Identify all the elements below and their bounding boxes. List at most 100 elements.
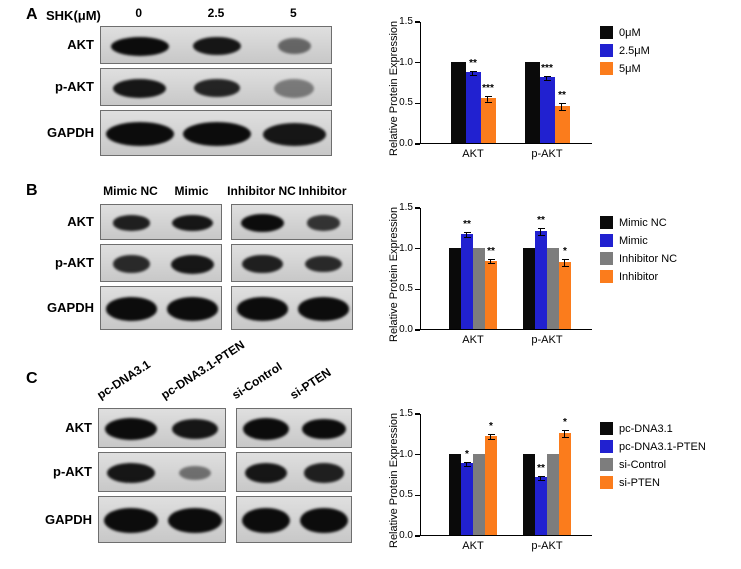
blot-box xyxy=(100,26,332,64)
protein-band xyxy=(242,254,283,274)
legend-item: Mimic xyxy=(600,234,677,247)
bar-p-AKT-2.5μM xyxy=(539,77,555,143)
legend-label: Inhibitor xyxy=(619,270,659,283)
blot-box xyxy=(100,244,222,282)
orange-swatch-icon xyxy=(600,476,613,489)
lane-label: Inhibitor xyxy=(298,184,347,198)
bar-p-AKT-Mimic NC xyxy=(523,247,535,329)
chart-C: Relative Protein Expression 0.0 0.5 1.0 1.5 *… xyxy=(374,358,741,569)
significance-label: * xyxy=(489,420,493,432)
y-tick-mark xyxy=(414,288,420,291)
protein-band xyxy=(306,215,341,231)
blot-box xyxy=(100,204,222,240)
bar-AKT-Inhibitor xyxy=(485,260,497,329)
bar-AKT-pc-DNA3.1-PTEN xyxy=(461,463,473,535)
protein-band xyxy=(113,78,166,98)
protein-band xyxy=(303,463,345,483)
significance-label: ** xyxy=(469,57,477,69)
legend-label: pc-DNA3.1-PTEN xyxy=(619,440,706,453)
protein-band xyxy=(113,255,150,273)
y-tick-mark xyxy=(414,143,420,145)
blot-row-label: AKT xyxy=(67,214,94,229)
plot-area: 0.0 0.5 1.0 1.5 * * AKT ** * p-AKT xyxy=(399,408,592,552)
y-tick-label: 0.5 xyxy=(399,283,413,295)
protein-band xyxy=(193,79,241,97)
black-swatch-icon xyxy=(600,216,613,229)
blot-box xyxy=(231,204,353,240)
error-bar xyxy=(487,433,495,441)
error-bar xyxy=(487,259,495,265)
blot-box xyxy=(231,286,353,330)
error-bar xyxy=(537,475,545,481)
blot-row-label: AKT xyxy=(65,420,92,435)
legend-item: Inhibitor NC xyxy=(600,252,677,265)
legend-item: 5μM xyxy=(600,62,650,75)
y-axis-label: Relative Protein Expression xyxy=(388,412,400,548)
error-bar xyxy=(558,102,566,111)
y-tick-label: 1.0 xyxy=(399,242,413,254)
y-tick-label: 0.0 xyxy=(399,138,413,149)
error-bar xyxy=(469,70,477,76)
legend-item: pc-DNA3.1-PTEN xyxy=(600,440,706,453)
legend-label: pc-DNA3.1 xyxy=(619,422,673,435)
legend-label: Mimic NC xyxy=(619,216,667,229)
blue-swatch-icon xyxy=(600,234,613,247)
bar-p-AKT-si-PTEN xyxy=(559,433,571,535)
black-swatch-icon xyxy=(600,422,613,435)
plot-area: 0.0 0.5 1.0 1.5 ** ** AKT ** * p-AKT xyxy=(399,202,592,346)
protein-band xyxy=(103,507,159,534)
error-bar xyxy=(543,75,551,81)
legend-item: pc-DNA3.1 xyxy=(600,422,706,435)
chart-B: Relative Protein Expression 0.0 0.5 1.0 1.5 *… xyxy=(374,172,741,358)
blot-box xyxy=(98,408,226,448)
bar-p-AKT-Inhibitor NC xyxy=(547,247,559,329)
protein-band xyxy=(182,122,252,146)
blot-box xyxy=(100,110,332,156)
bar-AKT-0μM xyxy=(450,61,466,143)
gray-swatch-icon xyxy=(600,458,613,471)
protein-band xyxy=(240,214,285,232)
chart-A: Relative Protein Expression 0.0 0.5 1.0 1.5 *… xyxy=(374,0,741,172)
blue-swatch-icon xyxy=(600,44,613,57)
protein-band xyxy=(105,297,158,321)
black-swatch-icon xyxy=(600,26,613,39)
panel-letter-B: B xyxy=(26,182,38,199)
legend-item: si-PTEN xyxy=(600,476,706,489)
bar-AKT-Mimic xyxy=(461,233,473,329)
protein-band xyxy=(193,36,241,56)
lane-label: si-Control xyxy=(229,359,285,402)
orange-swatch-icon xyxy=(600,62,613,75)
error-bar xyxy=(561,430,569,439)
legend: Mimic NC Mimic Inhibitor NC Inhibitor xyxy=(600,216,677,288)
legend-item: Inhibitor xyxy=(600,270,677,283)
x-category-label: p-AKT xyxy=(531,148,563,160)
protein-band xyxy=(243,418,289,440)
blot-box xyxy=(100,68,332,106)
bar-AKT-Mimic NC xyxy=(449,247,461,329)
protein-band xyxy=(297,297,350,321)
protein-band xyxy=(245,463,287,483)
lane-label: pc-DNA3.1 xyxy=(94,357,153,402)
bar-p-AKT-0μM xyxy=(524,61,540,143)
protein-band xyxy=(171,419,219,439)
y-tick-label: 1.5 xyxy=(399,408,413,419)
bar-AKT-si-PTEN xyxy=(485,435,497,535)
legend-item: si-Control xyxy=(600,458,706,471)
legend: pc-DNA3.1 pc-DNA3.1-PTEN si-Control si-PTEN xyxy=(600,422,706,494)
y-tick-mark xyxy=(414,21,420,23)
x-category-label: p-AKT xyxy=(531,334,563,346)
protein-band xyxy=(300,507,348,534)
blot-box xyxy=(231,244,353,282)
legend-label: 2.5μM xyxy=(619,44,650,57)
panel-letter-C: C xyxy=(26,370,38,387)
legend-item: 0μM xyxy=(600,26,650,39)
bar-p-AKT-5μM xyxy=(554,105,570,143)
y-tick-label: 1.5 xyxy=(399,16,413,27)
legend-item: 2.5μM xyxy=(600,44,650,57)
blot-box xyxy=(236,408,352,448)
bar-p-AKT-Mimic xyxy=(535,230,547,329)
protein-band xyxy=(278,38,311,54)
error-bar xyxy=(484,96,492,103)
significance-label: *** xyxy=(541,62,553,74)
bar-AKT-Inhibitor NC xyxy=(473,247,485,329)
